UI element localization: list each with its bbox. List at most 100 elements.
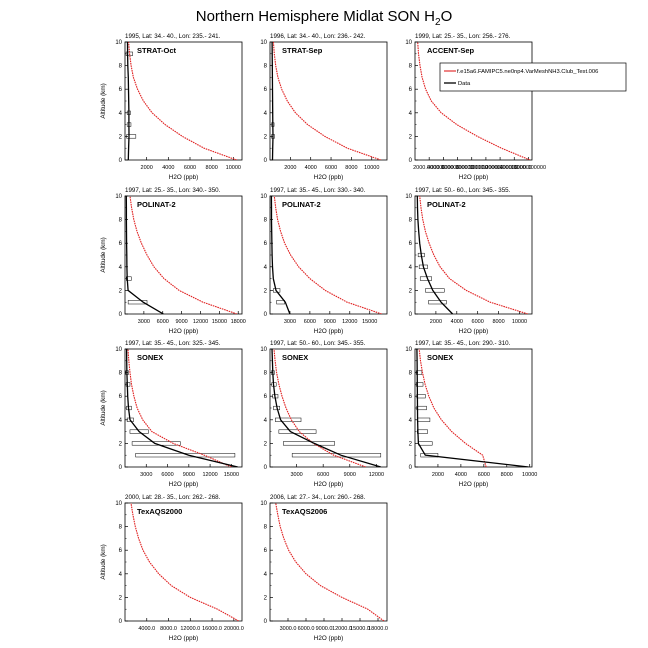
- x-tick-label: 6000: [184, 165, 196, 171]
- x-tick-label: 10000.000000: [468, 165, 503, 171]
- plot-area: [130, 503, 239, 621]
- plot-frame: [269, 195, 388, 315]
- x-tick-label: 9000: [344, 472, 356, 478]
- y-axis-label: Altitude (km): [100, 237, 107, 272]
- model-line: [129, 196, 238, 314]
- campaign-label: POLINAT-2: [282, 200, 321, 209]
- y-tick-label: 2: [409, 134, 413, 140]
- data-range-box: [283, 441, 335, 446]
- plot-frame: [124, 41, 243, 161]
- panel-2: 1996, Lat: 34.- 40., Lon: 236.- 242. STRA…: [260, 33, 388, 181]
- y-tick-label: 8: [119, 64, 123, 70]
- panel-8: 1997, Lat: 50.- 60., Lon: 345.- 355. SONE…: [260, 340, 388, 488]
- model-line: [417, 42, 531, 160]
- y-tick-label: 0: [119, 158, 123, 164]
- campaign-label: POLINAT-2: [427, 200, 466, 209]
- x-axis-label: H2O (ppb): [314, 635, 343, 642]
- y-tick-label: 8: [264, 525, 268, 531]
- model-line: [127, 349, 232, 467]
- x-tick-label: 4000: [451, 319, 463, 325]
- y-tick-label: 10: [260, 501, 267, 507]
- legend-model-label: f.e15a6.FAMIPC5.ne0np4.VarMeshNH3.Club_T…: [457, 69, 598, 75]
- data-range-box: [428, 300, 447, 305]
- y-tick-label: 8: [409, 218, 413, 224]
- panel-title: 1997, Lat: 35.- 45., Lon: 325.- 345.: [125, 340, 221, 347]
- x-tick-label: 15000.0: [350, 626, 370, 632]
- plot-frame: [124, 348, 243, 468]
- x-axis-label: H2O (ppb): [169, 174, 198, 181]
- data-range-box: [127, 300, 148, 305]
- y-tick-label: 6: [119, 87, 123, 93]
- y-tick-label: 4: [119, 418, 123, 424]
- x-tick-label: 3000.0: [280, 626, 297, 632]
- y-tick-label: 6: [264, 394, 268, 400]
- y-tick-label: 2: [119, 595, 123, 601]
- x-axis-label: H2O (ppb): [169, 635, 198, 642]
- x-tick-label: 9000.0: [316, 626, 333, 632]
- y-tick-label: 0: [119, 465, 123, 471]
- data-range-box: [126, 276, 132, 281]
- legend: f.e15a6.FAMIPC5.ne0np4.VarMeshNH3.Club_T…: [439, 62, 627, 92]
- x-tick-label: 3000: [138, 319, 150, 325]
- plot-area: [125, 42, 237, 160]
- y-tick-label: 0: [409, 465, 413, 471]
- x-tick-label: 4000: [162, 165, 174, 171]
- panel-10: 2000, Lat: 28.- 35., Lon: 262.- 268. TexA…: [100, 494, 244, 642]
- y-tick-label: 8: [264, 371, 268, 377]
- campaign-label: SONEX: [137, 353, 163, 362]
- data-line: [270, 196, 291, 314]
- x-axis-label: H2O (ppb): [169, 481, 198, 488]
- y-tick-label: 10: [405, 194, 412, 200]
- y-tick-label: 6: [264, 241, 268, 247]
- data-range-box: [275, 417, 302, 422]
- plot-area: [416, 196, 528, 314]
- y-tick-label: 0: [119, 619, 123, 625]
- data-line: [271, 42, 274, 160]
- data-range-box: [125, 382, 131, 387]
- y-tick-label: 2: [119, 288, 123, 294]
- y-tick-label: 8: [119, 525, 123, 531]
- x-tick-label: 2000: [284, 165, 296, 171]
- panel-11: 2006, Lat: 27.- 34., Lon: 260.- 268. TexA…: [260, 494, 388, 642]
- y-tick-label: 0: [409, 312, 413, 318]
- x-tick-label: 8000: [345, 165, 357, 171]
- panel-title: 1997, Lat: 35.- 45., Lon: 290.- 310.: [415, 340, 511, 347]
- x-tick-label: 2000.000000: [413, 165, 445, 171]
- y-tick-label: 6: [409, 87, 413, 93]
- y-tick-label: 4: [409, 265, 413, 271]
- panel-title: 1997, Lat: 50.- 60., Lon: 345.- 355.: [415, 187, 511, 194]
- model-line: [128, 42, 237, 160]
- y-tick-label: 0: [264, 619, 268, 625]
- x-axis-label: H2O (ppb): [459, 174, 488, 181]
- data-range-box: [278, 429, 317, 434]
- x-tick-label: 6000.000000: [441, 165, 473, 171]
- x-tick-label: 18000: [231, 319, 246, 325]
- plot-frame: [124, 502, 243, 622]
- x-tick-label: 12000: [202, 472, 217, 478]
- x-tick-label: 6000: [157, 319, 169, 325]
- plot-area: [275, 503, 385, 621]
- y-tick-label: 8: [119, 218, 123, 224]
- y-tick-label: 8: [119, 371, 123, 377]
- x-tick-label: 2000: [432, 472, 444, 478]
- plot-frame: [124, 195, 243, 315]
- y-tick-label: 4: [264, 572, 268, 578]
- campaign-label: TexAQS2006: [282, 507, 327, 516]
- y-tick-label: 0: [264, 158, 268, 164]
- panel-1: 1995, Lat: 34.- 40., Lon: 235.- 241. STRA…: [100, 33, 243, 181]
- plot-frame: [414, 195, 533, 315]
- panel-title: 1997, Lat: 25.- 35., Lon: 340.- 350.: [125, 187, 221, 194]
- plot-area: [271, 42, 382, 160]
- y-tick-label: 10: [260, 347, 267, 353]
- campaign-label: STRAT-Oct: [137, 46, 177, 55]
- data-range-box: [416, 405, 427, 411]
- x-tick-label: 2000: [141, 165, 153, 171]
- x-tick-label: 16000.0: [202, 626, 222, 632]
- x-tick-label: 12000: [193, 319, 208, 325]
- x-tick-label: 12000.0: [332, 626, 352, 632]
- legend-box: [439, 62, 627, 92]
- x-tick-label: 15000: [224, 472, 239, 478]
- x-axis-label: H2O (ppb): [314, 328, 343, 335]
- y-tick-label: 10: [115, 501, 122, 507]
